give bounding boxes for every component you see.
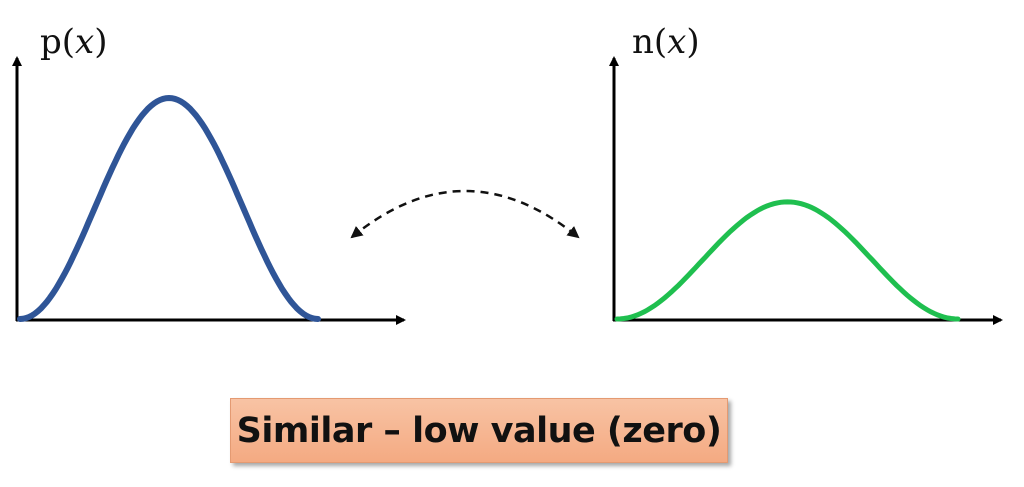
- caption-text: Similar – low value (zero): [236, 410, 722, 451]
- n-x-label: n(x): [632, 22, 700, 62]
- comparison-double-arrow: [350, 189, 580, 239]
- n-curve: [614, 199, 961, 322]
- left-axes: [12, 56, 406, 325]
- p-curve: [17, 94, 321, 322]
- caption-box: Similar – low value (zero): [230, 398, 728, 463]
- right-axes: [609, 56, 1003, 325]
- p-x-label: p(x): [40, 22, 108, 62]
